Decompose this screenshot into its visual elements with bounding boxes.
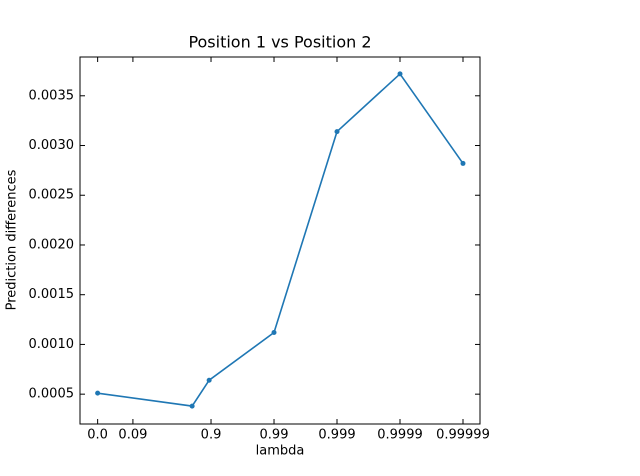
y-tick-label: 0.0030	[29, 138, 75, 153]
x-tick-label: 0.0	[87, 428, 108, 443]
data-point	[397, 71, 403, 77]
data-point	[334, 129, 340, 135]
x-tick-label: 0.999	[318, 428, 355, 443]
x-tick-label: 0.9999	[377, 428, 423, 443]
plot-frame	[79, 56, 481, 425]
data-point	[206, 377, 212, 383]
y-tick-label: 0.0005	[29, 387, 75, 402]
x-tick-label: 0.09	[118, 428, 147, 443]
y-tick-label: 0.0010	[29, 337, 75, 352]
y-axis-label: Prediction differences	[5, 169, 20, 310]
x-tick-label: 0.9	[201, 428, 222, 443]
y-tick-label: 0.0035	[29, 88, 75, 103]
chart-title: Position 1 vs Position 2	[188, 33, 371, 52]
data-line	[97, 72, 464, 407]
x-axis-label: lambda	[256, 444, 305, 459]
y-tick-label: 0.0015	[29, 287, 75, 302]
x-tick-label: 0.99	[260, 428, 289, 443]
x-tick-label: 0.99999	[436, 428, 490, 443]
data-point	[95, 390, 101, 396]
y-tick-label: 0.0025	[29, 188, 75, 203]
data-point	[460, 160, 466, 166]
data-point	[271, 329, 277, 335]
data-point	[189, 403, 195, 409]
y-tick-label: 0.0020	[29, 237, 75, 252]
